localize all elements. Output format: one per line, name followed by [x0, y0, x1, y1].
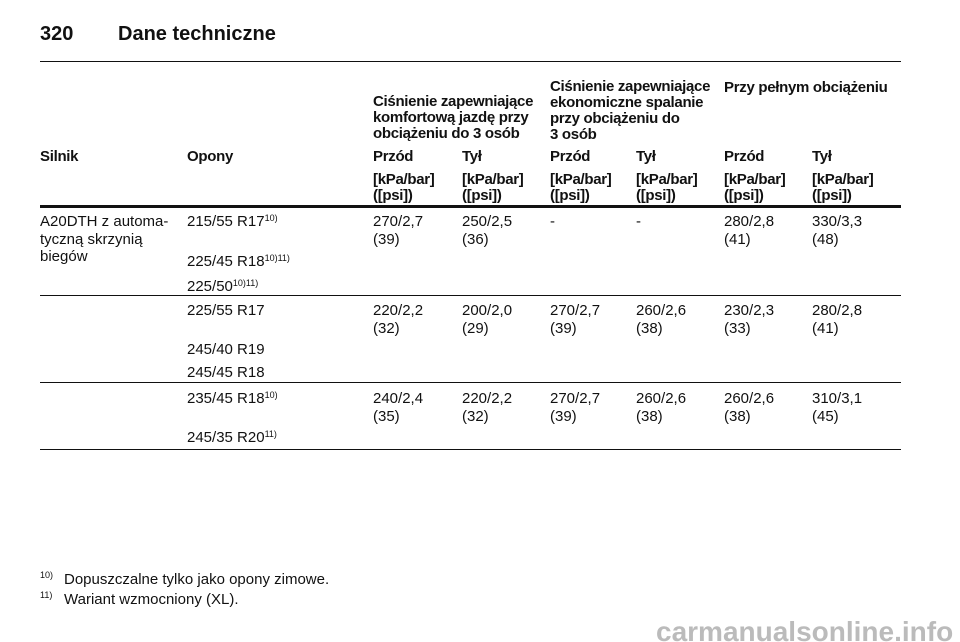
group-header: przy obciążeniu do	[550, 110, 680, 127]
unit-label: [kPa/bar]	[724, 171, 786, 188]
group-header: obciążeniu do 3 osób	[373, 125, 520, 142]
pressure-value: (45)	[812, 407, 839, 425]
column-header: Tył	[462, 148, 482, 165]
row-rule	[40, 382, 901, 383]
column-header: Tył	[636, 148, 656, 165]
unit-label: [kPa/bar]	[636, 171, 698, 188]
footnote-ref: 10)11)	[232, 278, 259, 288]
footnote-text: Dopuszczalne tylko jako opony zimowe.	[64, 571, 330, 588]
pressure-value: (29)	[462, 319, 489, 337]
unit-label: [kPa/bar]	[462, 171, 524, 188]
pressure-value: (48)	[812, 230, 839, 248]
column-header: Przód	[373, 148, 414, 165]
unit-label: [kPa/bar]	[550, 171, 612, 188]
footnote-text: Wariant wzmocniony (XL).	[64, 591, 239, 608]
engine: tyczną skrzynią	[40, 230, 143, 248]
tire: 235/45 R1810)	[187, 390, 278, 407]
footnote-mark: 10)	[40, 570, 54, 580]
pressure-value: (38)	[724, 407, 751, 425]
unit-label: ([psi])	[724, 187, 764, 204]
tire-size: 245/40 R19	[187, 341, 265, 358]
pressure-value: 280/2,8	[812, 302, 863, 319]
pressure-value: (39)	[373, 230, 400, 248]
row-rule	[40, 295, 901, 296]
tire-size: 225/55 R17	[187, 302, 265, 319]
pressure-value: 260/2,6	[724, 390, 775, 407]
tire: 225/45 R1810)11)	[187, 253, 290, 270]
unit-label: ([psi])	[812, 187, 852, 204]
pressure-value: 260/2,6	[636, 302, 687, 319]
pressure-value: (32)	[462, 407, 489, 425]
table-header-rule	[40, 205, 901, 208]
watermark: carmanualsonline.info	[656, 616, 954, 642]
tire: 245/35 R2011)	[187, 429, 277, 446]
tire-size: 215/55 R17	[187, 213, 265, 230]
pressure-value: (38)	[636, 319, 663, 337]
group-header: 3 osób	[550, 126, 597, 143]
tire: 245/40 R19	[187, 341, 265, 358]
column-header: Przód	[550, 148, 591, 165]
tire: 225/55 R17	[187, 302, 265, 319]
pressure-value: 200/2,0	[462, 302, 513, 319]
pressure-value: -	[636, 213, 641, 230]
pressure-value: 230/2,3	[724, 302, 775, 319]
pressure-value: (39)	[550, 407, 577, 425]
engine: biegów	[40, 248, 88, 265]
pressure-value: 240/2,4	[373, 390, 424, 407]
footnote-ref: 10)	[264, 390, 278, 400]
footnote-mark: 11)	[40, 590, 53, 600]
pressure-value: (38)	[636, 407, 663, 425]
pressure-value: 220/2,2	[373, 302, 424, 319]
page-title: Dane techniczne	[118, 23, 276, 45]
unit-label: [kPa/bar]	[812, 171, 874, 188]
pressure-value: (33)	[724, 319, 751, 337]
column-header: Opony	[187, 148, 233, 165]
unit-label: ([psi])	[373, 187, 413, 204]
pressure-value: 270/2,7	[550, 390, 601, 407]
pressure-value: (41)	[724, 230, 751, 248]
column-header: Tył	[812, 148, 832, 165]
tire-size: 225/50	[187, 278, 233, 295]
pressure-value: (41)	[812, 319, 839, 337]
pressure-value: 250/2,5	[462, 213, 513, 230]
header-rule	[40, 61, 901, 62]
pressure-value: -	[550, 213, 555, 230]
group-header: Ciśnienie zapewniające	[373, 93, 534, 110]
tire: 245/45 R18	[187, 364, 265, 381]
tire-size: 235/45 R18	[187, 390, 265, 407]
group-header: ekonomiczne spalanie	[550, 94, 704, 111]
unit-label: [kPa/bar]	[373, 171, 435, 188]
tire: 225/5010)11)	[187, 278, 258, 295]
column-header: Przód	[724, 148, 765, 165]
pressure-value: (36)	[462, 230, 489, 248]
pressure-value: (39)	[550, 319, 577, 337]
pressure-value: 220/2,2	[462, 390, 513, 407]
pressure-value: 270/2,7	[373, 213, 424, 230]
unit-label: ([psi])	[550, 187, 590, 204]
footnote-ref: 10)11)	[264, 253, 290, 263]
group-header: Ciśnienie zapewniające	[550, 78, 711, 95]
pressure-value: 280/2,8	[724, 213, 775, 230]
pressure-value: 270/2,7	[550, 302, 601, 319]
pressure-value: 310/3,1	[812, 390, 863, 407]
unit-label: ([psi])	[462, 187, 502, 204]
group-header: komfortową jazdę przy	[373, 109, 529, 126]
tire-size: 225/45 R18	[187, 253, 265, 270]
column-header: Silnik	[40, 148, 79, 165]
tire: 215/55 R1710)	[187, 213, 278, 230]
row-rule	[40, 449, 901, 450]
engine: A20DTH z automa-	[40, 213, 169, 230]
group-header: Przy pełnym obciążeniu	[724, 79, 888, 96]
pressure-value: 260/2,6	[636, 390, 687, 407]
tire-size: 245/45 R18	[187, 364, 265, 381]
page-number: 320	[40, 23, 74, 45]
pressure-value: (32)	[373, 319, 400, 337]
footnote-ref: 10)	[264, 213, 278, 223]
tire-size: 245/35 R20	[187, 429, 265, 446]
footnote-ref: 11)	[264, 429, 277, 439]
pressure-value: (35)	[373, 407, 400, 425]
unit-label: ([psi])	[636, 187, 676, 204]
pressure-value: 330/3,3	[812, 213, 863, 230]
